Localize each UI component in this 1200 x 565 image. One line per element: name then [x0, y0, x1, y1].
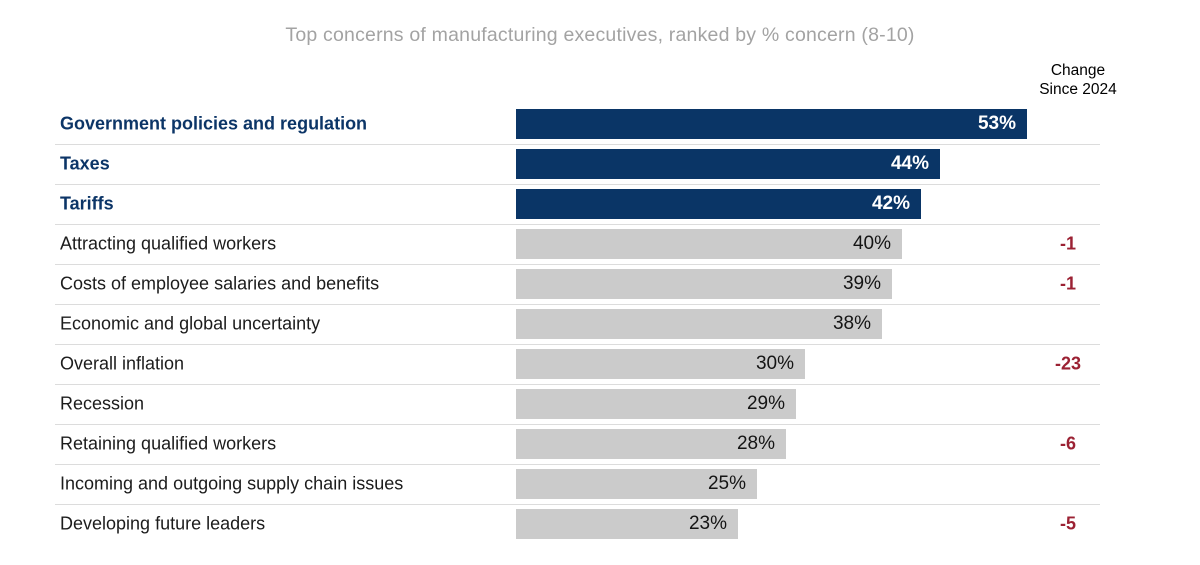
category-label: Incoming and outgoing supply chain issue…	[60, 473, 404, 494]
category-label: Recession	[60, 393, 145, 414]
bar: 39%	[516, 269, 892, 299]
category-label: Taxes	[60, 153, 110, 174]
bar-value-label: 53%	[977, 113, 1016, 134]
category-label: Overall inflation	[60, 353, 185, 374]
bar: 40%	[516, 229, 902, 259]
change-value: -1	[1059, 233, 1076, 254]
change-value: -1	[1059, 273, 1076, 294]
bar-value-label: 38%	[832, 313, 871, 334]
change-value: -6	[1059, 433, 1076, 454]
chart-title: Top concerns of manufacturing executives…	[285, 24, 915, 46]
change-header-line1: Change	[1050, 62, 1106, 79]
category-label: Costs of employee salaries and benefits	[60, 273, 380, 294]
chart-row: Economic and global uncertainty 38%	[0, 304, 1200, 344]
change-since-2024-header: Change Since 2024	[1008, 61, 1148, 99]
chart-row: Attracting qualified workers 40% -1	[0, 224, 1200, 264]
bar-value-label: 39%	[842, 273, 881, 294]
bar: 42%	[516, 189, 921, 219]
change-value: -5	[1059, 513, 1076, 534]
bar-value-label: 29%	[746, 393, 785, 414]
bar-value-label: 30%	[755, 353, 794, 374]
category-label: Economic and global uncertainty	[60, 313, 321, 334]
chart-rows: Government policies and regulation 53% T…	[0, 104, 1200, 544]
bar: 28%	[516, 429, 786, 459]
bar: 29%	[516, 389, 796, 419]
bar: 25%	[516, 469, 757, 499]
category-label: Attracting qualified workers	[60, 233, 277, 254]
bar: 38%	[516, 309, 882, 339]
chart-row: Costs of employee salaries and benefits …	[0, 264, 1200, 304]
bar-value-label: 28%	[736, 433, 775, 454]
chart-row: Taxes 44%	[0, 144, 1200, 184]
chart-row: Recession 29%	[0, 384, 1200, 424]
chart-row: Government policies and regulation 53%	[0, 104, 1200, 144]
category-label: Government policies and regulation	[60, 113, 368, 134]
change-header-line2: Since 2024	[1039, 81, 1117, 98]
bar: 44%	[516, 149, 940, 179]
bar: 30%	[516, 349, 805, 379]
chart-row: Developing future leaders 23% -5	[0, 504, 1200, 544]
chart-row: Tariffs 42%	[0, 184, 1200, 224]
bar-value-label: 44%	[890, 153, 929, 174]
chart-row: Retaining qualified workers 28% -6	[0, 424, 1200, 464]
chart-row: Overall inflation 30% -23	[0, 344, 1200, 384]
category-label: Tariffs	[60, 193, 114, 214]
category-label: Developing future leaders	[60, 513, 266, 534]
bar-value-label: 23%	[688, 513, 727, 534]
change-value: -23	[1054, 353, 1081, 374]
bar: 53%	[516, 109, 1027, 139]
bar-value-label: 25%	[707, 473, 746, 494]
bar-value-label: 40%	[852, 233, 891, 254]
bar: 23%	[516, 509, 738, 539]
category-label: Retaining qualified workers	[60, 433, 277, 454]
bar-value-label: 42%	[871, 193, 910, 214]
chart-row: Incoming and outgoing supply chain issue…	[0, 464, 1200, 504]
